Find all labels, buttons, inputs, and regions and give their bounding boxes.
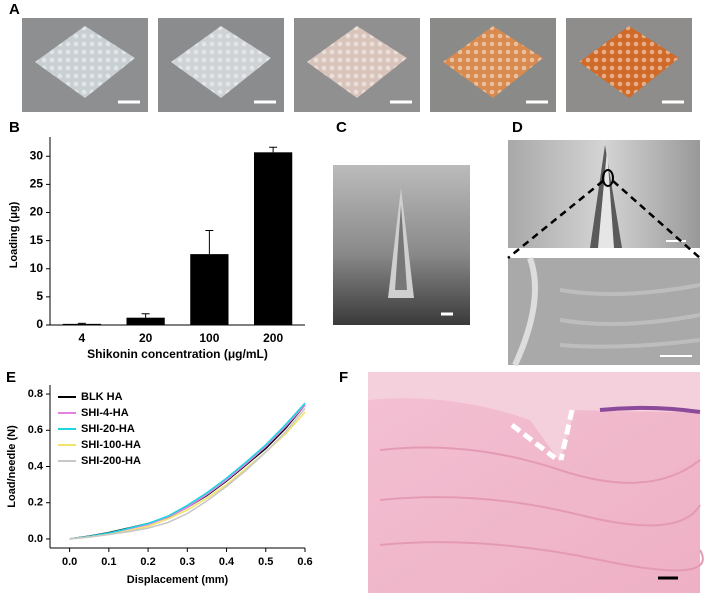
y-tick-label: 30 [30,148,44,162]
y-tick-label: 0.2 [28,497,43,509]
x-tick-label: 0.3 [180,556,195,568]
x-tick-label: 4 [79,331,86,345]
y-axis-label: Loading (μg) [8,201,20,268]
legend-label: SHI-100-HA [81,439,141,451]
y-tick-label: 10 [30,261,44,275]
photo-row [22,18,692,112]
y-tick-label: 0.8 [28,388,43,400]
y-tick-label: 25 [30,177,44,191]
panel-label: E [6,369,16,386]
x-tick-label: 0.5 [258,556,273,568]
x-tick-label: 100 [199,331,219,345]
x-tick-label: 0.1 [101,556,116,568]
panel-label: B [9,119,20,136]
y-tick-label: 0.0 [28,533,43,545]
y-axis-label: Load/needle (N) [6,425,18,508]
x-tick-label: 0.0 [62,556,77,568]
x-tick-label: 20 [139,331,153,345]
legend-label: SHI-20-HA [81,423,135,435]
series-line [69,402,306,540]
bar [62,323,101,325]
y-tick-label: 5 [36,289,43,303]
x-tick-label: 0.6 [297,556,312,568]
panel-label: C [336,119,347,136]
y-tick-label: 20 [30,205,44,219]
x-axis-label: Displacement (mm) [127,574,229,586]
x-tick-label: 200 [263,331,283,345]
histology-image [368,372,704,593]
panel-label: F [339,369,348,386]
insertion-path [510,409,575,461]
patch [35,26,679,98]
zoom-line [507,180,701,259]
y-tick-label: 15 [30,233,44,247]
bar [254,152,293,325]
sem-image [333,165,470,325]
panel-label: A [9,1,20,18]
panel-label: D [512,119,523,136]
legend-label: SHI-200-HA [81,455,141,467]
series-line [69,407,306,540]
bar [190,254,229,325]
legend-label: BLK HA [81,391,123,403]
y-tick-label: 0.4 [28,460,44,472]
bar [126,317,165,325]
y-tick-label: 0.6 [28,424,43,436]
legend-label: SHI-4-HA [81,407,129,419]
x-tick-label: 0.4 [219,556,235,568]
x-tick-label: 0.2 [140,556,155,568]
sem-image [507,140,701,367]
y-tick-label: 0 [36,317,43,331]
x-axis-label: Shikonin concentration (μg/mL) [87,347,268,361]
